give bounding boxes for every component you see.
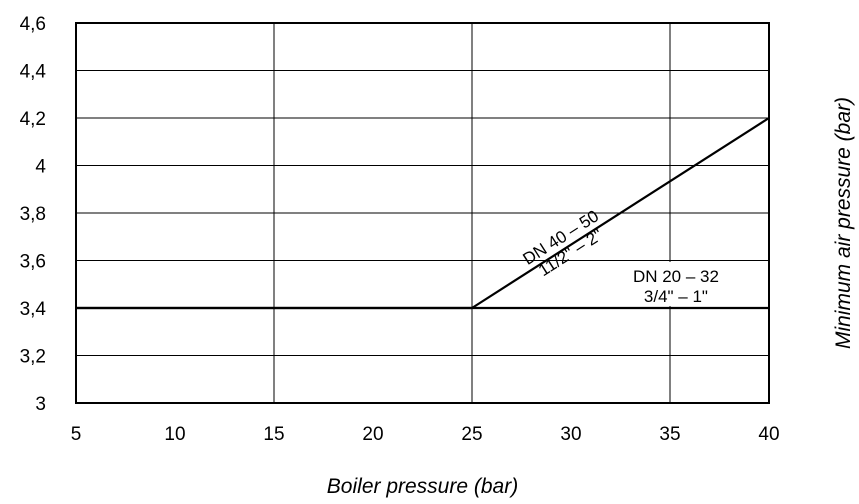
- x-tick-label: 15: [263, 424, 284, 445]
- y-tick-label: 3,2: [20, 347, 46, 368]
- y-tick-label: 4,6: [20, 14, 46, 35]
- x-tick-label: 20: [362, 424, 383, 445]
- tick-labels: 5 10 15 20 25 30 35 40 3 3,2 3,4 3,6 3,8 4 4,2 4,4 4,6: [20, 14, 780, 445]
- x-tick-label: 35: [659, 424, 680, 445]
- y-axis-title: Minimum air pressure (bar): [832, 97, 855, 349]
- y-tick-label: 3: [35, 394, 46, 415]
- x-tick-label: 25: [461, 424, 482, 445]
- x-axis-title: Boiler pressure (bar): [327, 475, 518, 498]
- series-lines: [76, 117, 770, 310]
- y-tick-label: 3,8: [20, 204, 46, 225]
- x-tick-label: 5: [71, 424, 82, 445]
- x-tick-label: 30: [560, 424, 581, 445]
- series-label-dn20-32-name: DN 20 – 32: [633, 267, 719, 286]
- y-tick-label: 3,4: [20, 299, 47, 320]
- series-label-dn20-32: DN 20 – 32 3/4" – 1": [613, 262, 738, 306]
- grid-lines: [76, 23, 769, 403]
- plot-frame: [75, 22, 770, 404]
- y-tick-label: 3,6: [20, 252, 46, 273]
- series-label-dn20-32-size: 3/4" – 1": [644, 287, 708, 306]
- series-label-background: [613, 262, 738, 306]
- y-tick-label: 4,4: [20, 62, 47, 83]
- series-label-dn40-50: DN 40 – 50 11/2" – 2": [520, 206, 607, 280]
- y-tick-label: 4: [35, 157, 46, 178]
- x-tick-label: 10: [164, 424, 185, 445]
- series-labels: DN 40 – 50 11/2" – 2" DN 20 – 32 3/4" – …: [520, 206, 738, 306]
- x-tick-label: 40: [758, 424, 779, 445]
- y-tick-label: 4,2: [20, 109, 46, 130]
